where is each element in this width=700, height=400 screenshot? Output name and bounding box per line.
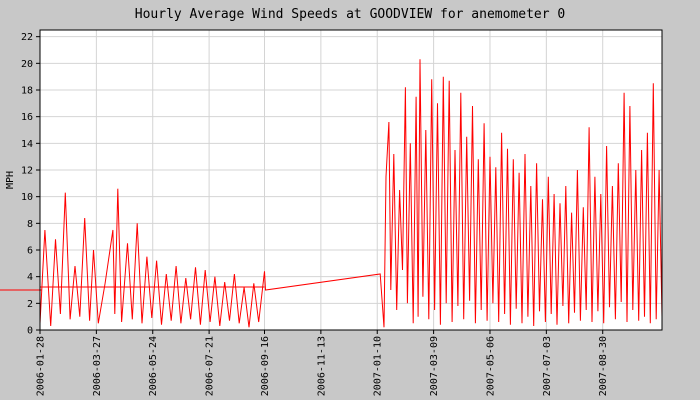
y-tick-label: 16	[21, 112, 33, 123]
y-tick-label: 4	[27, 272, 33, 283]
series-line	[39, 59, 663, 328]
y-tick-label: 8	[27, 219, 33, 230]
y-tick-label: 20	[21, 59, 33, 70]
plot-area	[40, 30, 662, 330]
y-tick-label: 6	[27, 246, 33, 257]
y-tick-label: 10	[21, 192, 33, 203]
series-group	[39, 59, 663, 328]
x-tick-label: 2007-01-10	[373, 336, 384, 396]
x-tick-label: 2006-01-28	[36, 336, 47, 396]
gridlines	[39, 30, 662, 330]
x-tick-label: 2006-07-21	[205, 336, 216, 396]
plot-border	[39, 29, 663, 331]
y-tick-label: 12	[21, 166, 33, 177]
x-tick-label: 2007-07-03	[542, 336, 553, 396]
x-tick-label: 2007-05-06	[485, 336, 496, 396]
y-tick-label: 14	[21, 139, 33, 150]
y-tick-label: 18	[21, 86, 33, 97]
x-tick-label: 2006-11-13	[316, 336, 327, 396]
x-tick-label: 2007-08-30	[598, 336, 609, 396]
y-tick-label: 0	[27, 326, 33, 337]
x-tick-label: 2006-03-27	[92, 336, 103, 396]
x-axis-ticks: 2006-01-28 2006-03-27 2006-05-24 2006-07-21…	[36, 330, 609, 396]
chart-title: Hourly Average Wind Speeds at GOODVIEW f…	[135, 7, 565, 22]
x-tick-label: 2006-09-16	[260, 336, 271, 396]
x-tick-label: 2007-03-09	[429, 336, 440, 396]
x-tick-label: 2006-05-24	[148, 336, 159, 396]
y-tick-label: 22	[21, 32, 33, 43]
y-tick-label: 2	[27, 299, 33, 310]
y-axis-label: MPH	[5, 171, 16, 189]
y-axis-ticks: 0 2 4 6 8 10 12 14 16 18 20 22	[21, 32, 40, 337]
